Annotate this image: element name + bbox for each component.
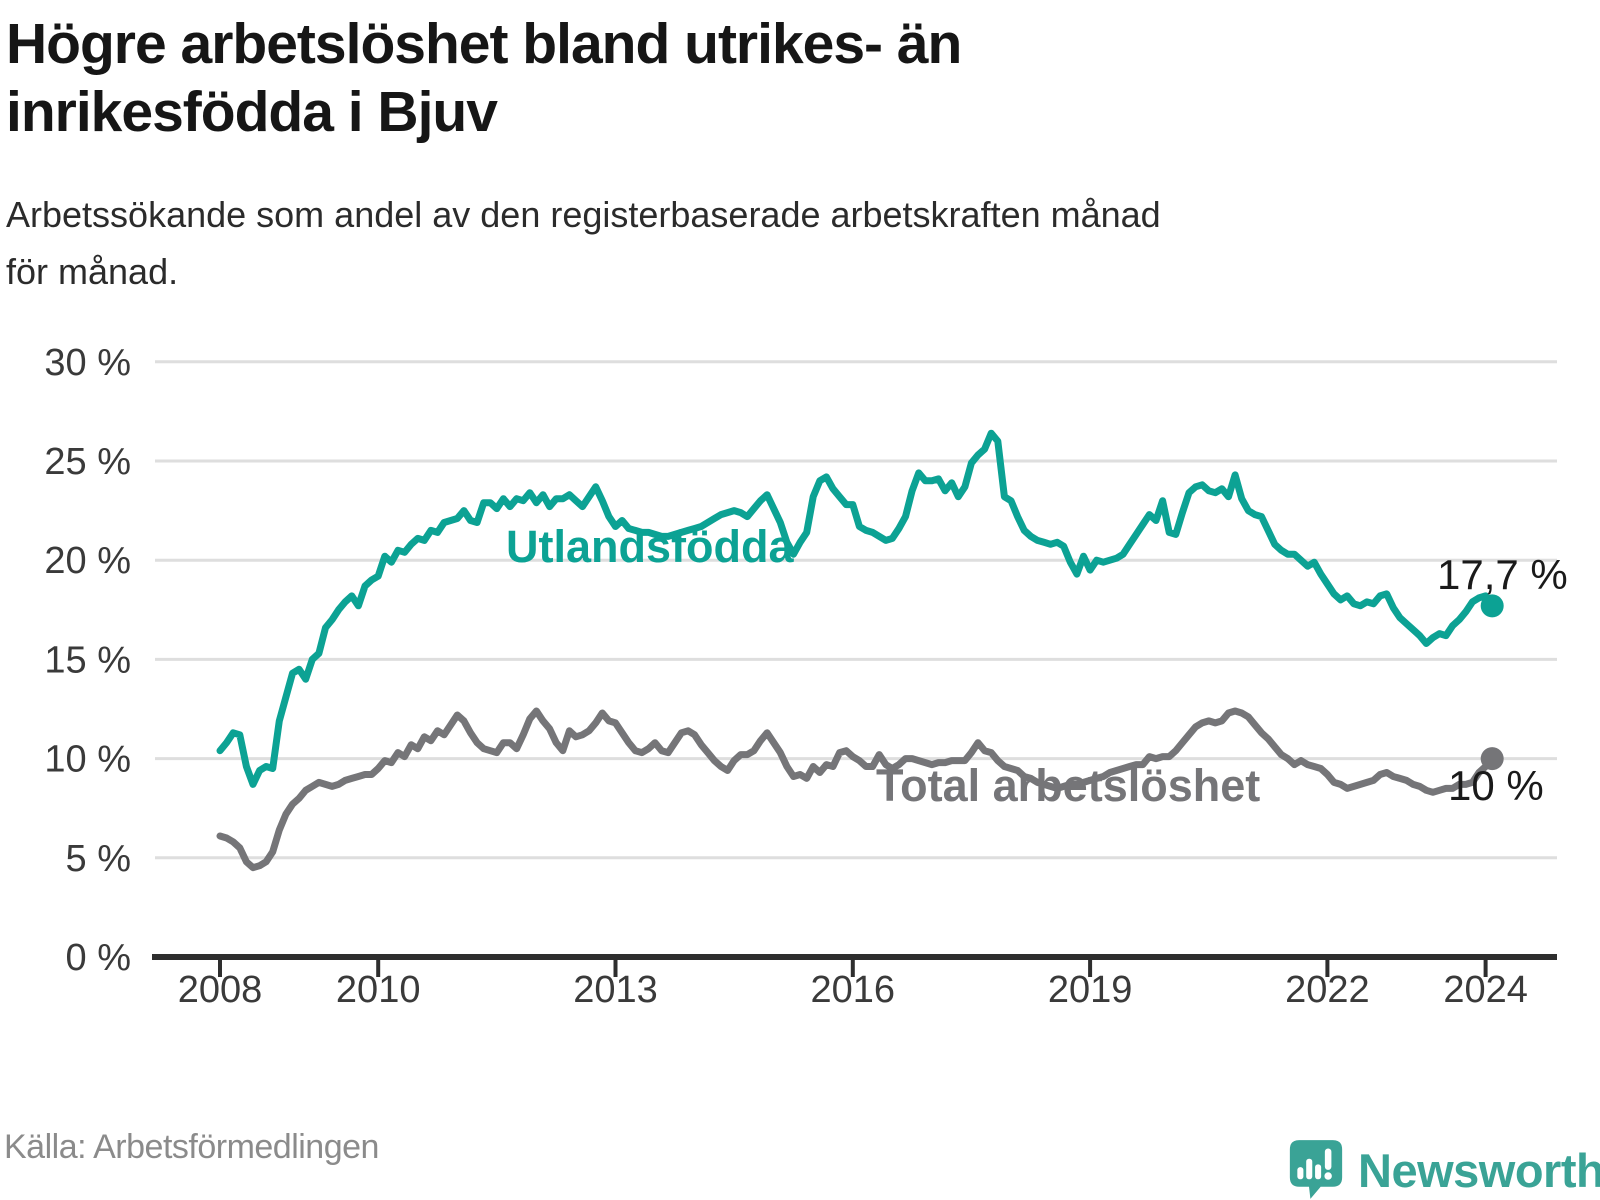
x-tick-label-2008: 2008: [178, 969, 263, 1011]
newsworthy-bubble-barchart-icon: [1289, 1140, 1343, 1199]
y-tick-label-15: 15 %: [44, 639, 131, 681]
series-label-utlandsfodda: Utlandsfödda: [506, 521, 794, 572]
source-note: Källa: Arbetsförmedlingen: [4, 1128, 379, 1166]
series-line-total-arbetsl-shet: [216, 707, 1496, 872]
y-tick-label-5: 5 %: [66, 838, 131, 880]
title-line-1: Högre arbetslöshet bland utrikes- än: [6, 12, 962, 76]
y-tick-label-0: 0 %: [66, 937, 131, 979]
x-tick-label-2019: 2019: [1048, 969, 1133, 1011]
series-end-dot-utlandsf-dda: [1480, 594, 1504, 618]
brand-name: Newsworthy: [1358, 1143, 1600, 1197]
page-title: Högre arbetslöshet bland utrikes- än inr…: [6, 10, 1446, 146]
x-tick-label-2013: 2013: [573, 969, 658, 1011]
x-tick-label-2022: 2022: [1285, 969, 1370, 1011]
title-line-2: inrikesfödda i Bjuv: [6, 80, 498, 144]
series-line-utlandsf-dda: [216, 429, 1496, 788]
x-tick-label-2016: 2016: [811, 969, 896, 1011]
end-value-label-total: 10 %: [1448, 762, 1544, 809]
x-tick-label-2024: 2024: [1443, 969, 1528, 1011]
end-value-label-utlandsfodda: 17,7 %: [1437, 551, 1568, 598]
series-label-total-arbetsloshet: Total arbetslöshet: [876, 760, 1261, 811]
x-tick-label-2010: 2010: [336, 969, 421, 1011]
y-tick-label-10: 10 %: [44, 739, 131, 781]
y-tick-label-20: 20 %: [44, 540, 131, 582]
series-end-dot-total-arbetsl-shet: [1480, 747, 1504, 771]
y-tick-label-25: 25 %: [44, 441, 131, 483]
subtitle-line-1: Arbetssökande som andel av den registerb…: [6, 194, 1161, 235]
subtitle-line-2: för månad.: [6, 251, 179, 292]
chart-subtitle: Arbetssökande som andel av den registerb…: [6, 186, 1526, 300]
newsworthy-brand: Newsworthy: [1288, 1136, 1600, 1200]
y-tick-label-30: 30 %: [44, 342, 131, 384]
